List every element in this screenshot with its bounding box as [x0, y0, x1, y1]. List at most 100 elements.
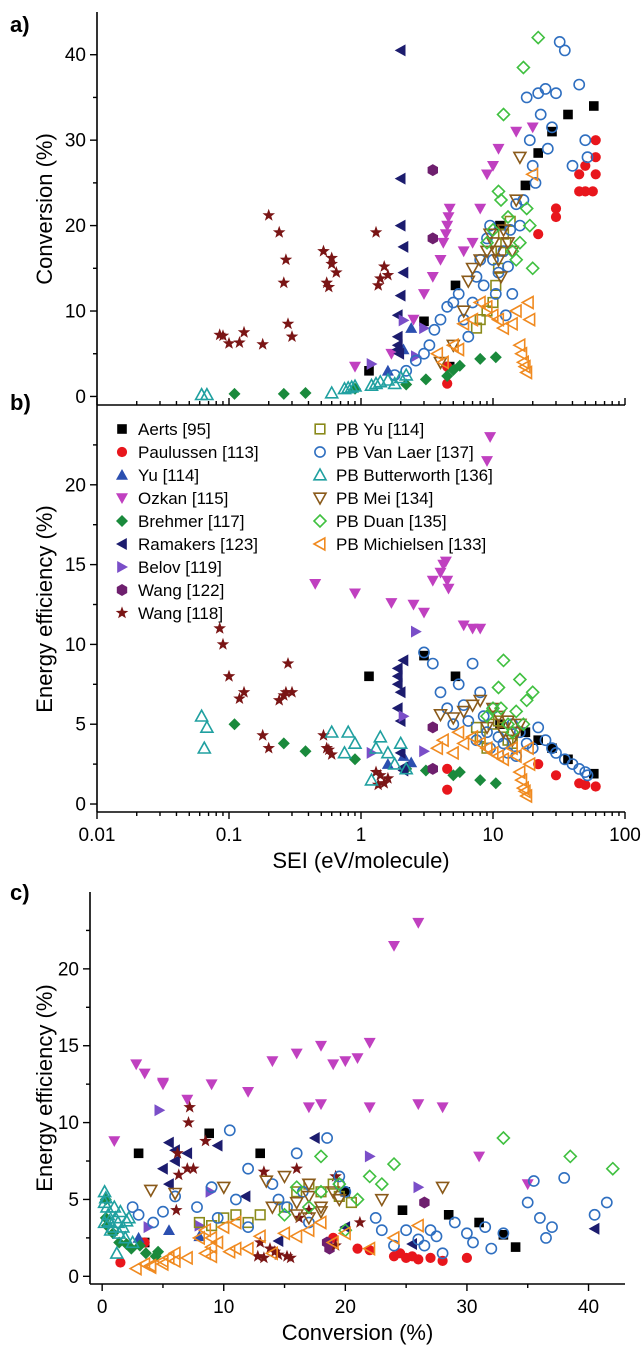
data-point	[447, 296, 460, 309]
data-point	[514, 346, 528, 362]
data-point	[213, 621, 226, 634]
data-point	[347, 378, 363, 392]
data-point	[272, 1193, 285, 1206]
data-point	[368, 740, 384, 754]
data-point	[391, 339, 403, 352]
data-point	[324, 385, 340, 399]
data-point	[223, 1124, 236, 1137]
data-point	[587, 186, 598, 197]
data-point	[263, 1242, 277, 1254]
data-point	[508, 194, 524, 208]
data-point	[276, 1225, 291, 1241]
data-point	[329, 1239, 342, 1251]
data-point	[393, 370, 409, 384]
data-point	[493, 192, 509, 208]
data-point	[418, 607, 430, 619]
data-point	[460, 275, 476, 289]
data-point	[504, 316, 518, 332]
data-point	[519, 365, 533, 380]
data-point	[491, 254, 506, 268]
data-point	[242, 1162, 254, 1175]
panel-c: c) 0 5 10 15 20 0 10 20 30 40 Energy efficiency (%)…	[10, 880, 625, 1345]
data-point	[465, 699, 480, 713]
data-point	[349, 361, 361, 373]
data-point	[466, 623, 479, 635]
data-point	[493, 701, 509, 716]
data-point	[479, 1221, 492, 1233]
data-point	[181, 1147, 193, 1160]
series-pbmei	[143, 1170, 450, 1226]
data-point	[410, 1218, 424, 1233]
data-point	[481, 169, 493, 181]
data-point	[228, 387, 241, 400]
panel-label: b)	[10, 390, 31, 415]
data-point	[369, 225, 383, 238]
data-point	[407, 314, 420, 326]
legend-marker	[312, 467, 328, 481]
data-point	[489, 351, 502, 364]
data-point	[605, 1161, 620, 1176]
data-point	[374, 1176, 389, 1192]
data-point	[521, 1196, 534, 1209]
data-point	[522, 218, 537, 233]
data-point	[332, 1176, 347, 1192]
data-point	[456, 316, 470, 332]
data-point	[529, 176, 542, 189]
data-point	[222, 669, 236, 682]
data-point	[329, 1169, 342, 1182]
data-point	[442, 583, 455, 595]
data-point	[257, 1251, 271, 1264]
legend-marker	[116, 446, 128, 458]
data-point	[364, 1150, 376, 1163]
legend-label: PB Butterworth [136]	[336, 466, 493, 485]
data-point	[534, 1212, 546, 1224]
data-point	[508, 303, 522, 319]
data-point	[450, 280, 461, 291]
data-point	[580, 160, 591, 171]
data-point	[412, 1099, 425, 1111]
data-point	[100, 1207, 116, 1221]
y-tick-label: 40	[65, 45, 86, 66]
data-point	[429, 740, 444, 756]
data-point	[97, 1214, 112, 1229]
data-point	[266, 1056, 279, 1068]
data-point	[502, 260, 514, 273]
panel-b: b) 0 5 10 15 20 0.01 0.1 1 10 100 Energy efficiency…	[10, 390, 641, 873]
data-point	[493, 271, 509, 285]
data-point	[407, 599, 420, 611]
panel-label: c)	[10, 880, 30, 905]
data-point	[550, 211, 562, 223]
data-point	[265, 1201, 280, 1215]
data-point	[240, 1241, 254, 1256]
data-point	[445, 339, 461, 353]
data-point	[183, 1100, 196, 1113]
data-point	[531, 30, 546, 45]
data-point	[487, 161, 499, 172]
data-point	[407, 1251, 418, 1262]
data-point	[495, 320, 510, 336]
data-point	[102, 1213, 117, 1227]
data-point	[315, 1099, 327, 1111]
data-point	[98, 1190, 114, 1204]
data-point	[520, 740, 534, 756]
data-point	[109, 1245, 125, 1259]
data-point	[550, 87, 562, 100]
data-point	[387, 756, 403, 770]
data-point	[331, 1193, 347, 1208]
data-point	[479, 709, 495, 724]
data-point	[216, 1219, 230, 1235]
data-point	[499, 309, 512, 322]
y-tick-label: 0	[68, 1267, 79, 1288]
data-point	[262, 741, 275, 754]
data-point	[169, 1190, 181, 1203]
data-point	[205, 1079, 218, 1091]
data-point	[364, 671, 374, 682]
data-point	[143, 1184, 159, 1198]
legend-label: Brehmer [117]	[138, 512, 244, 531]
series-wang118	[213, 621, 395, 791]
data-point	[339, 1056, 352, 1068]
data-point	[413, 1181, 425, 1194]
data-point	[532, 721, 545, 734]
data-point	[470, 322, 483, 334]
data-point	[272, 1248, 285, 1261]
